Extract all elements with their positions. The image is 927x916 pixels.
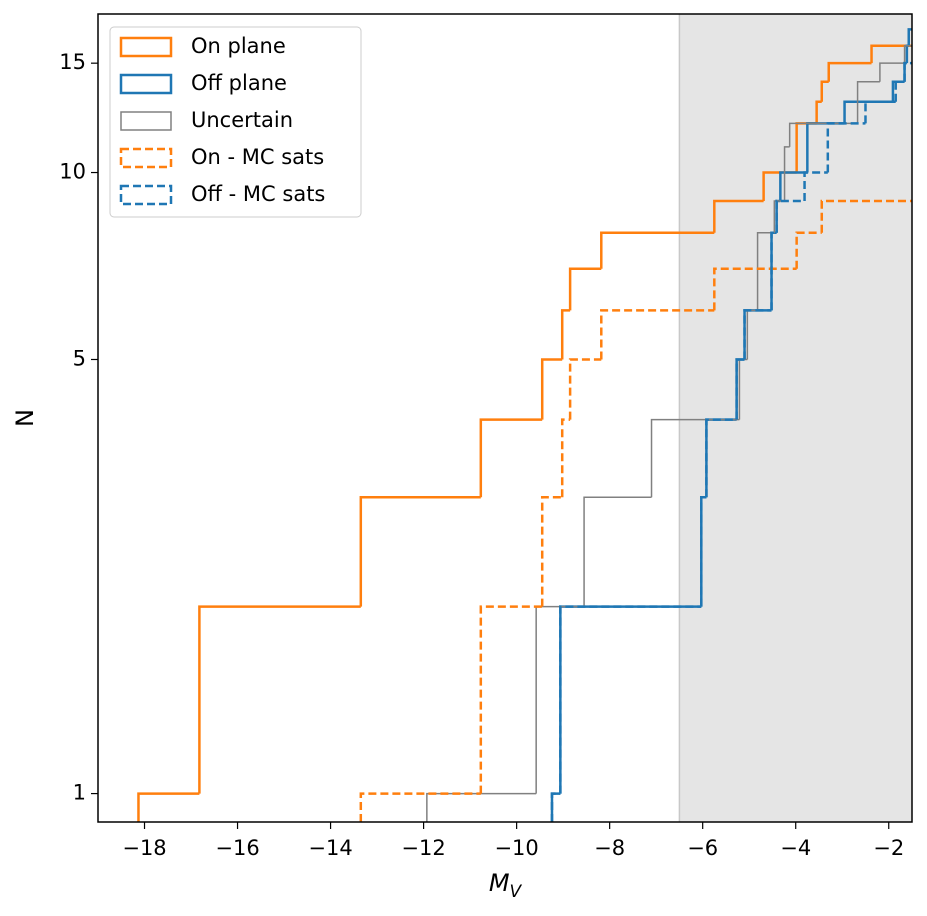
- x-tick-label: −4: [780, 836, 811, 860]
- step-segment: [788, 122, 858, 147]
- x-tick-label: −6: [687, 836, 718, 860]
- step-segment: [550, 792, 561, 822]
- legend-label: Off - MC sats: [191, 182, 325, 206]
- x-axis-label-main: M: [489, 869, 510, 897]
- step-segment: [426, 792, 537, 822]
- step-segment: [770, 231, 777, 311]
- step-segment: [756, 231, 775, 311]
- step-segment: [815, 100, 822, 124]
- legend-swatch: [119, 36, 173, 58]
- step-segment: [903, 45, 912, 64]
- step-segment: [735, 358, 745, 420]
- legend-label: On plane: [191, 34, 286, 58]
- step-segment: [894, 80, 905, 102]
- legend-label: Uncertain: [191, 108, 293, 132]
- legend-swatch: [120, 111, 172, 131]
- y-axis-label: N: [11, 409, 39, 427]
- step-segment: [137, 792, 200, 822]
- step-segment: [559, 605, 702, 794]
- legend-label: On - MC sats: [191, 145, 324, 169]
- step-segment: [583, 496, 652, 607]
- plot-lines: [137, 28, 912, 822]
- step-segment: [775, 199, 805, 233]
- step-segment: [843, 100, 893, 124]
- step-segment: [795, 231, 822, 269]
- y-tick-label: 1: [73, 781, 86, 805]
- step-segment: [820, 199, 912, 233]
- x-tick-label: −18: [122, 836, 166, 860]
- step-segment: [907, 28, 912, 46]
- step-segment: [700, 496, 707, 607]
- step-segment: [903, 61, 912, 82]
- step-segment: [826, 122, 866, 173]
- x-tick-label: −16: [215, 836, 259, 860]
- step-segment: [879, 62, 905, 82]
- step-segment: [783, 146, 790, 201]
- step-segment: [568, 358, 602, 420]
- step-segment: [600, 309, 715, 360]
- step-segment: [820, 80, 829, 102]
- legend-swatch: [119, 73, 173, 95]
- step-segment: [600, 231, 715, 269]
- x-tick-label: −2: [873, 836, 904, 860]
- step-segment: [779, 171, 808, 201]
- step-segment: [540, 496, 563, 607]
- step-segment: [568, 267, 602, 311]
- step-segment: [540, 358, 563, 420]
- step-segment: [479, 418, 543, 498]
- step-segment: [560, 309, 571, 360]
- step-segment: [827, 61, 872, 82]
- legend-swatch: [119, 184, 173, 206]
- step-segment: [560, 418, 571, 498]
- step-segment: [803, 171, 828, 201]
- step-segment: [479, 605, 543, 794]
- step-segment: [705, 418, 737, 498]
- x-tick-label: −14: [308, 836, 352, 860]
- legend-box: [109, 26, 362, 218]
- x-tick-label: −12: [401, 836, 445, 860]
- step-segment: [550, 792, 561, 822]
- step-segment: [870, 44, 912, 64]
- plot-frame: [97, 13, 913, 823]
- y-tick-label: 15: [59, 50, 86, 74]
- legend-label: Off plane: [191, 71, 287, 95]
- x-tick-label: −8: [594, 836, 625, 860]
- y-tick-label: 5: [73, 346, 86, 370]
- step-segment: [713, 267, 797, 311]
- step-segment: [198, 605, 361, 794]
- step-segment: [864, 100, 896, 124]
- step-segment: [359, 496, 481, 607]
- step-segment: [650, 418, 740, 498]
- y-tick-label: 10: [59, 160, 86, 184]
- step-segment: [856, 81, 880, 124]
- x-axis-label-sub: V: [510, 882, 523, 902]
- step-segment: [743, 309, 772, 360]
- legend-swatch: [119, 147, 173, 169]
- x-tick-label: −10: [494, 836, 538, 860]
- x-axis-label: MV: [489, 869, 523, 902]
- step-segment: [713, 199, 764, 233]
- step-segment: [359, 792, 481, 822]
